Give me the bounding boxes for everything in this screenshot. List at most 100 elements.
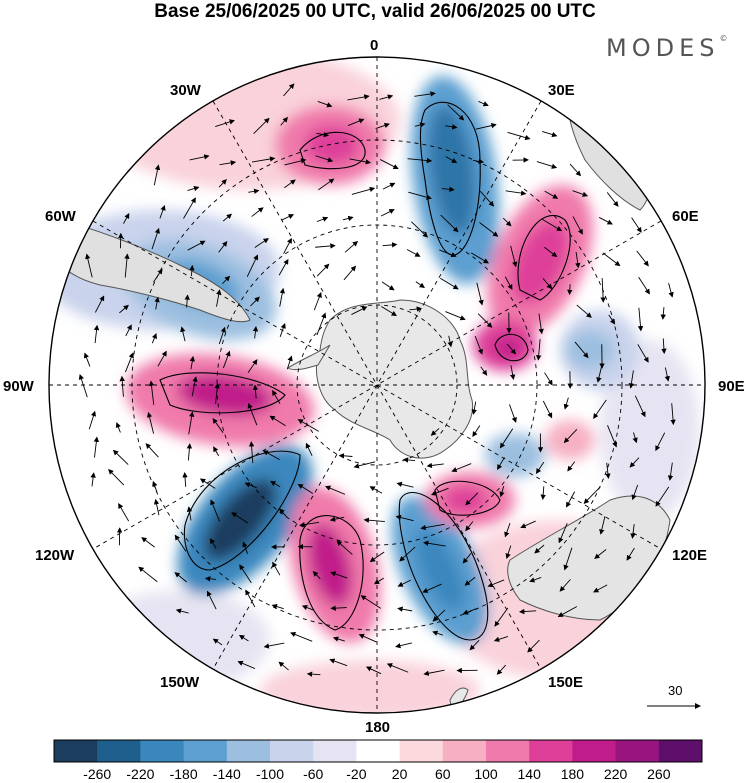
wind-vector: [542, 400, 553, 419]
wind-vector: [222, 213, 233, 222]
wind-vector: [544, 372, 553, 386]
wind-vector: [572, 216, 583, 235]
wind-vector: [212, 418, 224, 433]
wind-vector: [382, 242, 398, 248]
wind-vector: [271, 603, 284, 610]
wind-vector: [159, 205, 166, 219]
wind-vector: [430, 428, 440, 436]
wind-vector: [152, 480, 158, 493]
wind-vector: [634, 395, 646, 418]
wind-vector: [283, 83, 295, 97]
colorbar-border: [53, 739, 703, 763]
wind-vector: [88, 410, 97, 430]
wind-vector: [422, 583, 442, 593]
lon-label-90w: 90W: [3, 378, 34, 395]
wind-vector: [583, 486, 601, 504]
lon-label-60e: 60E: [672, 208, 699, 225]
wind-vector: [219, 160, 237, 166]
wind-vector: [529, 577, 542, 583]
wind-vector: [478, 100, 489, 107]
wind-vector: [278, 661, 289, 671]
wind-vector: [85, 253, 93, 278]
wind-vector: [664, 367, 670, 382]
wind-vector: [395, 642, 412, 649]
wind-vector: [216, 289, 222, 307]
wind-vector: [409, 306, 423, 312]
wind-vector: [252, 384, 259, 399]
wind-vector: [472, 425, 481, 438]
wind-vector: [365, 666, 382, 675]
wind-vector: [115, 422, 121, 433]
wind-vector: [499, 485, 505, 498]
wind-vector: [347, 118, 365, 126]
wind-vector: [360, 595, 381, 609]
wind-vector: [239, 564, 252, 584]
wind-vector: [447, 335, 453, 348]
wind-vector: [210, 499, 220, 522]
wind-vector: [218, 179, 227, 188]
lon-label-120e: 120E: [672, 547, 708, 564]
wind-vector: [145, 443, 159, 458]
wind-vector: [279, 508, 287, 518]
wind-vector: [316, 131, 330, 138]
wind-vector: [636, 250, 649, 267]
wind-vector: [527, 639, 540, 653]
graticule: [49, 57, 705, 713]
colorbar-swatch: [140, 740, 185, 762]
colorbar-swatch: [356, 740, 401, 762]
wind-vector: [93, 436, 100, 458]
wind-vector: [538, 313, 544, 335]
wind-vector: [151, 227, 160, 250]
lon-label-30w: 30W: [170, 82, 201, 99]
wind-vector: [344, 241, 359, 253]
wind-vector: [248, 441, 255, 464]
wind-vector: [493, 636, 509, 642]
wind-vector: [510, 245, 518, 268]
lon-label-60w: 60W: [45, 208, 76, 225]
wind-vector: [381, 281, 395, 291]
wind-vector: [297, 483, 314, 494]
colorbar-tick-label: -260: [83, 766, 112, 782]
colorbar-tick-label: 220: [603, 766, 628, 782]
wind-vector: [632, 432, 638, 444]
wind-vector: [462, 608, 477, 615]
wind-vector: [252, 325, 259, 339]
wind-vector: [451, 463, 472, 473]
wind-vector: [557, 606, 578, 617]
wind-vector: [655, 432, 666, 452]
wind-vector: [244, 482, 257, 489]
wind-vector: [242, 541, 249, 554]
wind-vector: [471, 401, 477, 415]
wind-vector: [279, 287, 285, 307]
wind-vector: [180, 326, 186, 342]
wind-vector: [567, 461, 576, 472]
wind-vector: [297, 419, 319, 432]
wind-vector: [411, 221, 429, 238]
wind-vector: [494, 607, 509, 627]
colorbar-swatch: [529, 740, 573, 762]
wind-vector: [395, 514, 414, 522]
wind-vector: [119, 375, 125, 397]
wind-vector: [119, 304, 129, 314]
wind-vector: [544, 190, 559, 199]
wind-vector: [138, 566, 158, 583]
wind-vector: [476, 282, 484, 306]
wind-vector: [278, 258, 289, 276]
wind-vector: [299, 521, 320, 528]
wind-vector: [305, 442, 313, 456]
wind-vector: [284, 179, 296, 189]
wind-vector: [542, 130, 558, 138]
wind-vector: [148, 380, 155, 405]
wind-vector: [462, 553, 472, 564]
wind-vector: [262, 450, 280, 461]
colorbar-swatch: [97, 740, 141, 762]
wind-vector: [380, 209, 395, 217]
wind-vector: [312, 570, 321, 580]
wind-vector: [316, 312, 327, 336]
wind-vector: [231, 512, 249, 524]
wind-vector: [199, 478, 216, 489]
wind-vector: [90, 472, 96, 487]
wind-vector: [397, 579, 411, 587]
wind-vector: [182, 472, 188, 487]
